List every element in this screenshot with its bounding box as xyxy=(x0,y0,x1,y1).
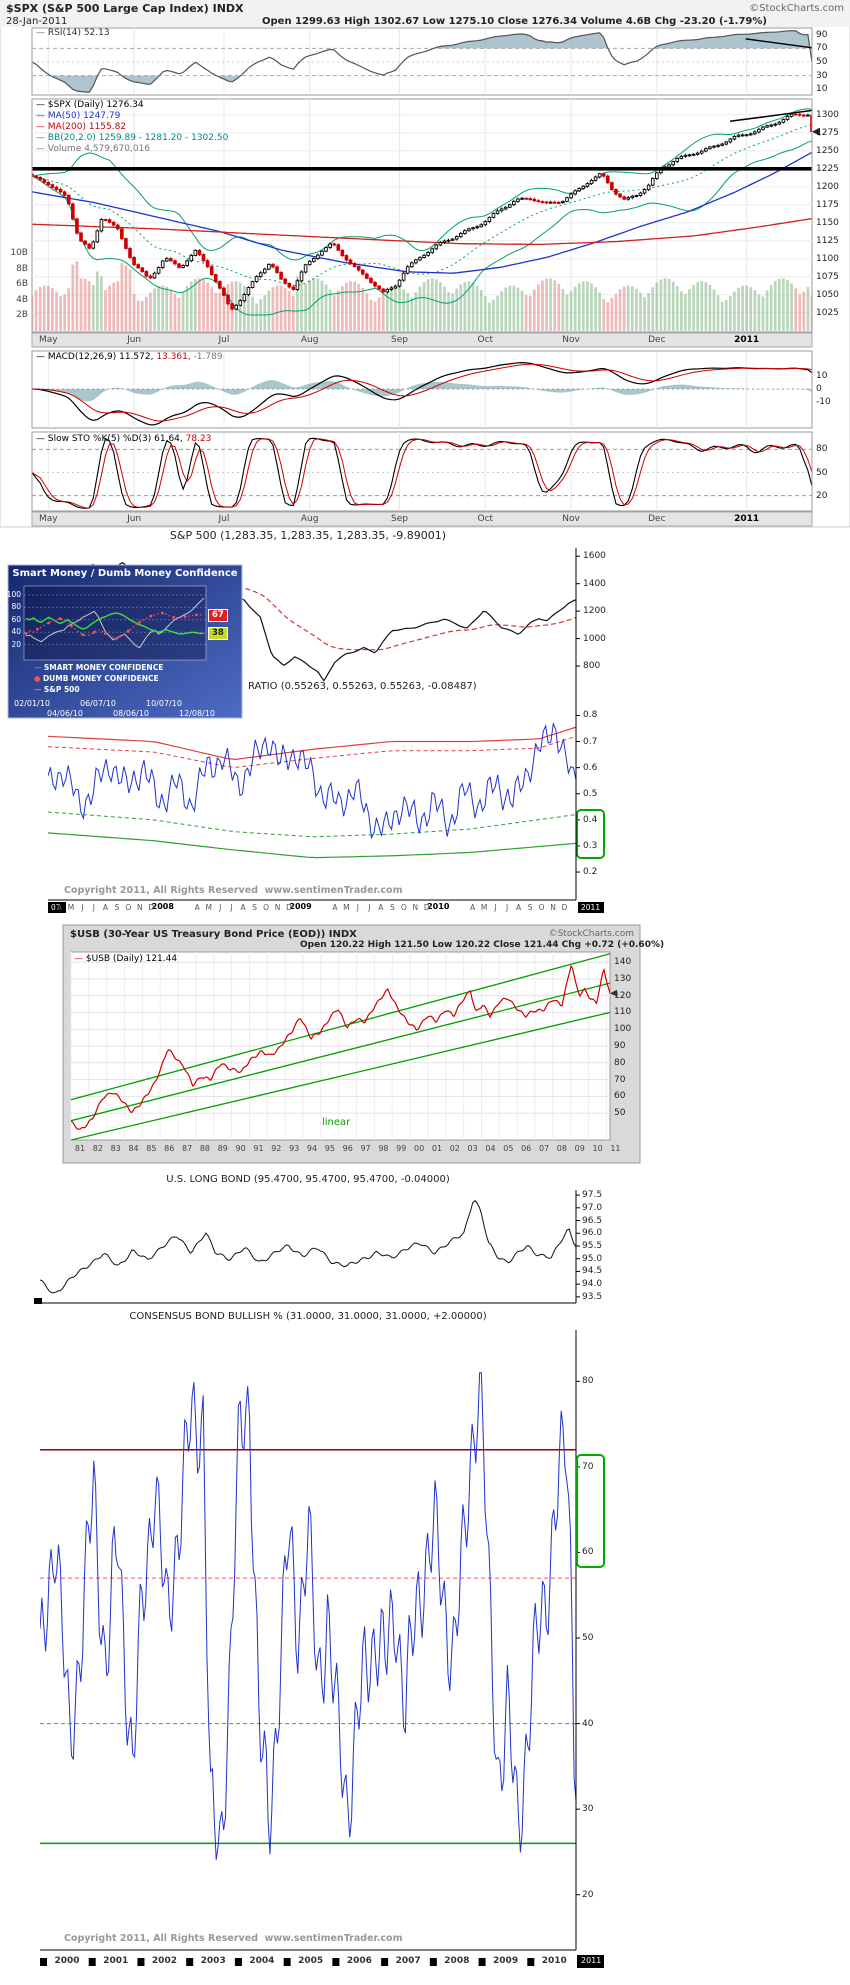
financial-charts-page: $SPX (S&P 500 Large Cap Index) INDX ©Sto… xyxy=(0,0,850,1968)
charts-canvas xyxy=(0,0,850,1968)
